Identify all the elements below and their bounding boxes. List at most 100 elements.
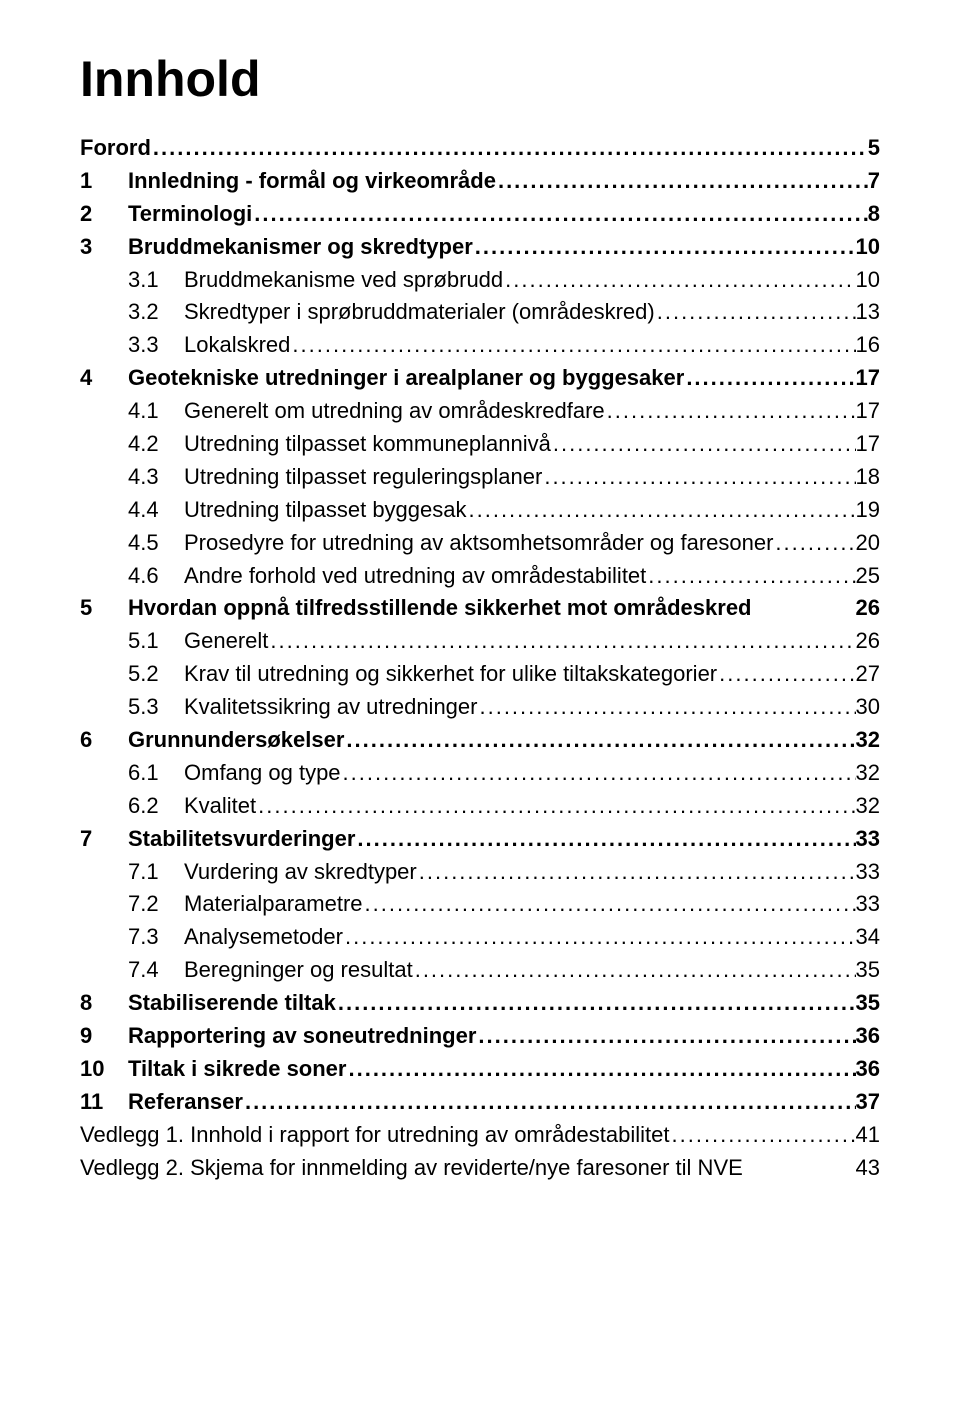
toc-entry-text: Materialparametre [184, 888, 363, 920]
toc-leader-dots: ........................................… [344, 724, 855, 756]
toc-entry-text: Krav til utredning og sikkerhet for ulik… [184, 658, 717, 690]
toc-leader-dots: ........................................… [503, 264, 855, 296]
toc-page: Innhold Forord..........................… [0, 0, 960, 1416]
toc-entry-number: 5 [80, 592, 128, 624]
toc-leader-dots: ........................................… [477, 691, 855, 723]
toc-entry[interactable]: Forord..................................… [80, 132, 880, 164]
toc-entry[interactable]: 4.6Andre forhold ved utredning av område… [80, 560, 880, 592]
toc-entry-page: 18 [856, 461, 880, 493]
toc-entry[interactable]: 9Rapportering av soneutredninger........… [80, 1020, 880, 1052]
toc-entry[interactable]: 5Hvordan oppnå tilfredsstillende sikkerh… [80, 592, 880, 624]
toc-leader-dots: ........................................… [646, 560, 855, 592]
toc-entry[interactable]: 3Bruddmekanismer og skredtyper..........… [80, 231, 880, 263]
toc-entry[interactable]: 4.1Generelt om utredning av områdeskredf… [80, 395, 880, 427]
toc-entry[interactable]: 7.4Beregninger og resultat..............… [80, 954, 880, 986]
toc-entry[interactable]: 6Grunnundersøkelser.....................… [80, 724, 880, 756]
toc-entry-page: 8 [868, 198, 880, 230]
toc-entry-page: 17 [856, 362, 880, 394]
toc-entry[interactable]: 7.2Materialparametre....................… [80, 888, 880, 920]
toc-entry-number: 4 [80, 362, 128, 394]
toc-entry-page: 33 [856, 888, 880, 920]
toc-entry[interactable]: 3.1Bruddmekanisme ved sprøbrudd.........… [80, 264, 880, 296]
toc-entry-number: 7.4 [128, 954, 184, 986]
toc-entry-number: 7.1 [128, 856, 184, 888]
toc-entry[interactable]: 1Innledning - formål og virkeområde.....… [80, 165, 880, 197]
toc-entry-page: 36 [856, 1053, 880, 1085]
toc-entry[interactable]: 5.2Krav til utredning og sikkerhet for u… [80, 658, 880, 690]
toc-entry-text: Generelt om utredning av områdeskredfare [184, 395, 605, 427]
toc-entry-page: 26 [856, 625, 880, 657]
toc-entry-number: 8 [80, 987, 128, 1019]
toc-leader-dots: ........................................… [773, 527, 855, 559]
toc-leader-dots: ........................................… [256, 790, 855, 822]
toc-entry[interactable]: 4.4Utredning tilpasset byggesak.........… [80, 494, 880, 526]
toc-entry-text: Utredning tilpasset reguleringsplaner [184, 461, 542, 493]
toc-entry-page: 25 [856, 560, 880, 592]
toc-leader-dots: ........................................… [551, 428, 856, 460]
toc-entry[interactable]: 7.3Analysemetoder.......................… [80, 921, 880, 953]
toc-leader-dots: ........................................… [417, 856, 856, 888]
toc-entry-number: 4.5 [128, 527, 184, 559]
toc-entry-text: Andre forhold ved utredning av områdesta… [184, 560, 646, 592]
toc-entry-page: 27 [856, 658, 880, 690]
toc-entry[interactable]: 4.2Utredning tilpasset kommuneplannivå..… [80, 428, 880, 460]
toc-entry-number: 5.2 [128, 658, 184, 690]
toc-entry[interactable]: 6.2Kvalitet.............................… [80, 790, 880, 822]
toc-entry-page: 5 [868, 132, 880, 164]
toc-entry-number: 9 [80, 1020, 128, 1052]
toc-entry-text: Terminologi [128, 198, 252, 230]
toc-entry-text: Rapportering av soneutredninger [128, 1020, 476, 1052]
toc-entry-page: 20 [856, 527, 880, 559]
toc-leader-dots: ........................................… [684, 362, 855, 394]
toc-entry[interactable]: 10Tiltak i sikrede soner................… [80, 1053, 880, 1085]
toc-entry-number: 4.6 [128, 560, 184, 592]
toc-entry-text: Innledning - formål og virkeområde [128, 165, 496, 197]
toc-entry[interactable]: 2Terminologi............................… [80, 198, 880, 230]
toc-entry[interactable]: 11Referanser............................… [80, 1086, 880, 1118]
toc-entry-text: Geotekniske utredninger i arealplaner og… [128, 362, 684, 394]
toc-entry[interactable]: 3.3Lokalskred...........................… [80, 329, 880, 361]
toc-entry-text: Stabiliserende tiltak [128, 987, 336, 1019]
toc-entry[interactable]: 4Geotekniske utredninger i arealplaner o… [80, 362, 880, 394]
toc-entry-text: Utredning tilpasset kommuneplannivå [184, 428, 551, 460]
toc-leader-dots: ........................................… [605, 395, 856, 427]
toc-entry-number: 6.2 [128, 790, 184, 822]
toc-leader-dots: ........................................… [343, 921, 856, 953]
toc-entry-number: 3.3 [128, 329, 184, 361]
toc-entry-page: 41 [856, 1119, 880, 1151]
toc-entry[interactable]: 7.1Vurdering av skredtyper..............… [80, 856, 880, 888]
toc-entry-page: 16 [856, 329, 880, 361]
toc-leader-dots: ........................................… [355, 823, 855, 855]
toc-entry-text: Vedlegg 1. Innhold i rapport for utredni… [80, 1119, 670, 1151]
toc-leader-dots: ........................................… [252, 198, 867, 230]
toc-entry-page: 13 [856, 296, 880, 328]
toc-entry-number: 7.2 [128, 888, 184, 920]
toc-entry[interactable]: Vedlegg 2. Skjema for innmelding av revi… [80, 1152, 880, 1184]
toc-entry[interactable]: 4.3Utredning tilpasset reguleringsplaner… [80, 461, 880, 493]
toc-entry-text: Omfang og type [184, 757, 341, 789]
toc-entry[interactable]: Vedlegg 1. Innhold i rapport for utredni… [80, 1119, 880, 1151]
toc-entry-number: 7 [80, 823, 128, 855]
toc-entry[interactable]: 8Stabiliserende tiltak..................… [80, 987, 880, 1019]
toc-entry-text: Generelt [184, 625, 268, 657]
toc-entry-number: 1 [80, 165, 128, 197]
toc-entry-text: Prosedyre for utredning av aktsomhetsomr… [184, 527, 773, 559]
toc-entry-text: Forord [80, 132, 151, 164]
toc-entry-text: Bruddmekanisme ved sprøbrudd [184, 264, 503, 296]
toc-entry-page: 35 [856, 954, 880, 986]
toc-entry-page: 33 [856, 856, 880, 888]
toc-entry[interactable]: 7Stabilitetsvurderinger.................… [80, 823, 880, 855]
toc-entry[interactable]: 5.3Kvalitetssikring av utredninger......… [80, 691, 880, 723]
toc-entry[interactable]: 3.2Skredtyper i sprøbruddmaterialer (omr… [80, 296, 880, 328]
toc-entry-number: 4.4 [128, 494, 184, 526]
toc-entry-text: Vurdering av skredtyper [184, 856, 417, 888]
toc-container: Forord..................................… [80, 132, 880, 1184]
toc-leader-dots: ........................................… [473, 231, 856, 263]
toc-entry[interactable]: 6.1Omfang og type.......................… [80, 757, 880, 789]
toc-entry-page: 10 [856, 264, 880, 296]
toc-entry[interactable]: 5.1Generelt.............................… [80, 625, 880, 657]
toc-leader-dots: ........................................… [243, 1086, 856, 1118]
toc-leader-dots: ........................................… [655, 296, 856, 328]
toc-entry[interactable]: 4.5Prosedyre for utredning av aktsomhets… [80, 527, 880, 559]
toc-entry-number: 2 [80, 198, 128, 230]
